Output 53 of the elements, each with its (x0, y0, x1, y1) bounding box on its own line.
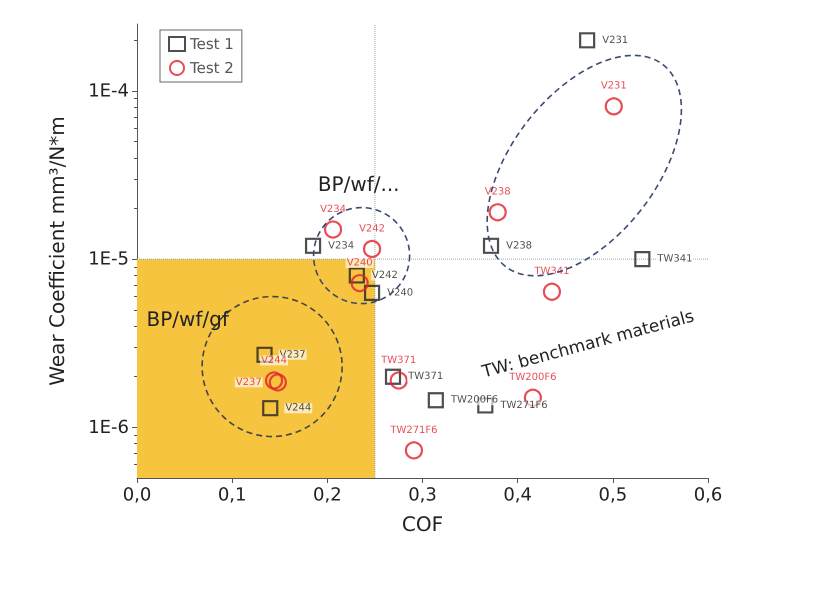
data-label: V234 (328, 240, 354, 252)
data-label: V242 (359, 223, 386, 234)
point (268, 373, 287, 392)
point (404, 441, 424, 460)
data-label: TW371 (380, 354, 416, 366)
y-tick-label: 1E-6 (88, 416, 129, 438)
x-axis-title: COF (402, 512, 444, 536)
point (348, 267, 365, 284)
point (364, 284, 380, 302)
x-tick-label: 0,4 (503, 484, 532, 506)
data-label: V244 (285, 402, 312, 414)
y-tick-label: 1E-5 (88, 248, 129, 270)
data-label: V231 (600, 80, 627, 92)
x-tick-label: 0,6 (694, 484, 722, 506)
data-label: TW371 (407, 371, 444, 382)
x-tick-label: 0,5 (598, 484, 628, 506)
data-label: V244 (261, 354, 288, 366)
y-axis-title: Wear Coefficient mm³/N*m (45, 116, 69, 386)
x-tick-label: 0,3 (408, 484, 437, 506)
data-label: V238 (506, 240, 532, 252)
data-label: V238 (484, 186, 511, 198)
data-label: TW271F6 (389, 424, 438, 436)
point (304, 238, 322, 254)
data-label: TW341 (656, 254, 693, 265)
point (604, 97, 623, 116)
point (542, 282, 562, 301)
annotation: BP/wf/gf (146, 306, 229, 331)
point (488, 203, 507, 222)
x-tick-label: 0,1 (218, 484, 246, 506)
data-label: V237 (236, 376, 262, 388)
point (428, 392, 444, 408)
point (262, 400, 278, 416)
point (350, 274, 369, 292)
x-tick-label: 0,0 (122, 484, 152, 506)
x-tick-label: 0,2 (313, 484, 342, 506)
data-label: V240 (346, 258, 373, 269)
data-label: TW200F6 (450, 394, 498, 406)
point (384, 368, 402, 385)
point (264, 371, 284, 390)
data-label: TW271F6 (499, 400, 548, 411)
annotation: BP/wf/... (318, 172, 400, 196)
point (362, 240, 382, 258)
point (579, 32, 596, 48)
point (324, 220, 342, 239)
data-label: V234 (320, 204, 346, 215)
y-tick-label: 1E-4 (88, 80, 129, 102)
data-label: V231 (602, 34, 628, 46)
point (390, 371, 408, 390)
point (482, 238, 500, 254)
point (634, 251, 650, 268)
legend-label: Test 2 (189, 59, 234, 77)
data-label: V242 (372, 270, 398, 281)
legend-label: Test 1 (189, 35, 234, 53)
